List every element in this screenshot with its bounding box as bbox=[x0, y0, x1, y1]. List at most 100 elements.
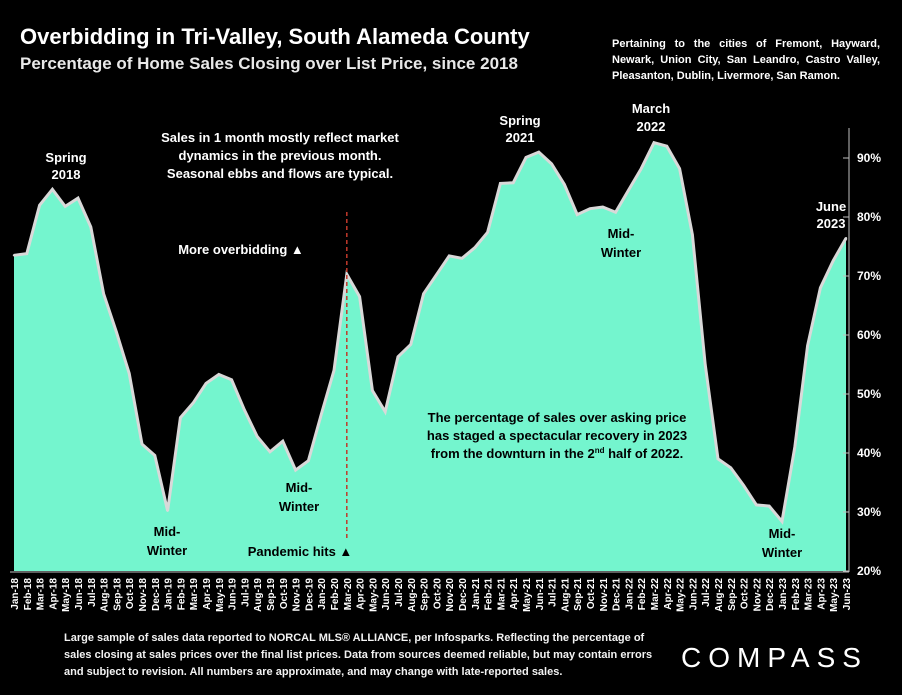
x-tick-label: Dec-22 bbox=[765, 578, 776, 611]
data-point bbox=[230, 378, 233, 381]
x-tick-label: Jul-18 bbox=[87, 578, 98, 607]
data-point bbox=[704, 363, 707, 366]
data-point bbox=[768, 504, 771, 508]
x-tick-label: Apr-23 bbox=[816, 578, 827, 610]
data-point bbox=[256, 435, 259, 438]
data-point bbox=[512, 181, 515, 184]
x-tick-label: Apr-20 bbox=[356, 578, 367, 610]
x-tick-label: Jun-23 bbox=[842, 578, 853, 611]
series-line bbox=[13, 140, 848, 525]
data-point bbox=[179, 416, 182, 419]
x-tick-label: Feb-20 bbox=[330, 578, 341, 611]
data-point bbox=[409, 343, 412, 346]
x-tick-label: May-22 bbox=[676, 578, 687, 612]
x-tick-label: Aug-22 bbox=[714, 578, 725, 612]
x-tick-label: Jan-23 bbox=[778, 578, 789, 610]
data-point bbox=[358, 295, 361, 298]
data-point bbox=[25, 252, 28, 255]
x-tick-label: Apr-18 bbox=[48, 578, 59, 610]
x-tick-label: May-23 bbox=[829, 578, 840, 612]
data-point bbox=[576, 213, 579, 216]
data-point bbox=[140, 442, 144, 446]
data-point bbox=[153, 454, 156, 457]
annotation-june-2023: June 2023 bbox=[816, 199, 846, 231]
annotation-spring-2021: Spring 2021 bbox=[499, 113, 540, 145]
data-point bbox=[371, 389, 374, 392]
x-tick-label: Jan-20 bbox=[317, 578, 328, 610]
x-tick-label: Feb-19 bbox=[176, 578, 187, 611]
x-tick-label: May-19 bbox=[215, 578, 226, 612]
data-point bbox=[435, 273, 438, 276]
data-point bbox=[396, 355, 400, 358]
x-tick-label: Sep-20 bbox=[420, 578, 431, 611]
data-point bbox=[819, 286, 822, 289]
footer-source-note: Large sample of sales data reported to N… bbox=[64, 632, 653, 678]
y-tick-label: 20% bbox=[857, 564, 881, 578]
x-tick-label: Apr-22 bbox=[663, 578, 674, 610]
data-point bbox=[755, 503, 758, 507]
x-tick-label: Dec-18 bbox=[151, 578, 162, 611]
data-point bbox=[38, 204, 41, 207]
x-tick-label: Sep-22 bbox=[727, 578, 738, 611]
data-point bbox=[422, 292, 425, 295]
data-point bbox=[76, 196, 80, 200]
x-tick-label: Dec-19 bbox=[304, 578, 315, 611]
data-point bbox=[832, 259, 835, 262]
x-tick-label: Jul-22 bbox=[701, 578, 712, 607]
data-point bbox=[332, 369, 336, 372]
data-point bbox=[307, 459, 310, 462]
data-point bbox=[268, 450, 272, 453]
data-point bbox=[780, 520, 784, 523]
x-tick-label: Mar-19 bbox=[189, 578, 200, 611]
x-tick-label: Mar-22 bbox=[650, 578, 661, 611]
x-tick-label: Sep-18 bbox=[112, 578, 123, 611]
x-tick-label: Mar-21 bbox=[496, 578, 507, 611]
x-tick-label: Feb-23 bbox=[791, 578, 802, 611]
x-tick-label: Jun-18 bbox=[74, 578, 85, 611]
data-point bbox=[640, 167, 643, 170]
x-tick-label: Nov-20 bbox=[445, 578, 456, 612]
data-point bbox=[102, 292, 105, 295]
x-tick-label: Oct-19 bbox=[279, 578, 290, 610]
x-tick-label: Aug-20 bbox=[407, 578, 418, 612]
x-tick-label: Aug-18 bbox=[100, 578, 111, 612]
data-point bbox=[448, 254, 451, 258]
data-point bbox=[345, 273, 348, 276]
data-point bbox=[217, 373, 220, 376]
x-tick-label: Apr-21 bbox=[509, 578, 520, 610]
data-point bbox=[384, 410, 387, 413]
data-point bbox=[614, 211, 617, 214]
y-tick-label: 80% bbox=[857, 210, 881, 224]
data-point bbox=[294, 468, 297, 472]
x-tick-label: Jun-19 bbox=[228, 578, 239, 611]
compass-logo: COMPASS bbox=[681, 642, 868, 673]
x-tick-label: Jan-18 bbox=[10, 578, 21, 610]
data-point bbox=[793, 445, 796, 449]
data-point bbox=[115, 330, 118, 334]
annotation-recovery-note: The percentage of sales over asking pric… bbox=[427, 410, 687, 461]
annotation-pandemic-hits: Pandemic hits ▲ bbox=[248, 544, 353, 559]
data-point bbox=[499, 182, 502, 185]
annotation-midwinter-2019: Mid-Winter bbox=[147, 524, 187, 558]
annotation-more-overbidding: More overbidding ▲ bbox=[178, 242, 304, 257]
x-tick-label: Mar-20 bbox=[343, 578, 354, 611]
data-point bbox=[652, 141, 656, 144]
data-point bbox=[563, 183, 566, 186]
data-point bbox=[691, 233, 694, 236]
data-point bbox=[243, 408, 246, 412]
data-point bbox=[716, 457, 720, 461]
x-tick-label: Mar-18 bbox=[36, 578, 47, 611]
x-tick-label: May-20 bbox=[368, 578, 379, 612]
x-tick-label: Jan-22 bbox=[624, 578, 635, 610]
x-tick-label: Sep-19 bbox=[266, 578, 277, 611]
x-tick-label: Nov-19 bbox=[292, 578, 303, 612]
x-tick-label: Sep-21 bbox=[573, 578, 584, 611]
x-tick-label: May-21 bbox=[522, 578, 533, 612]
x-tick-label: Oct-18 bbox=[125, 578, 136, 610]
data-point bbox=[844, 237, 848, 240]
data-point bbox=[627, 189, 630, 192]
data-point bbox=[537, 150, 540, 154]
x-tick-label: Dec-20 bbox=[458, 578, 469, 611]
x-tick-label: Feb-18 bbox=[23, 578, 34, 611]
data-point bbox=[166, 509, 169, 512]
